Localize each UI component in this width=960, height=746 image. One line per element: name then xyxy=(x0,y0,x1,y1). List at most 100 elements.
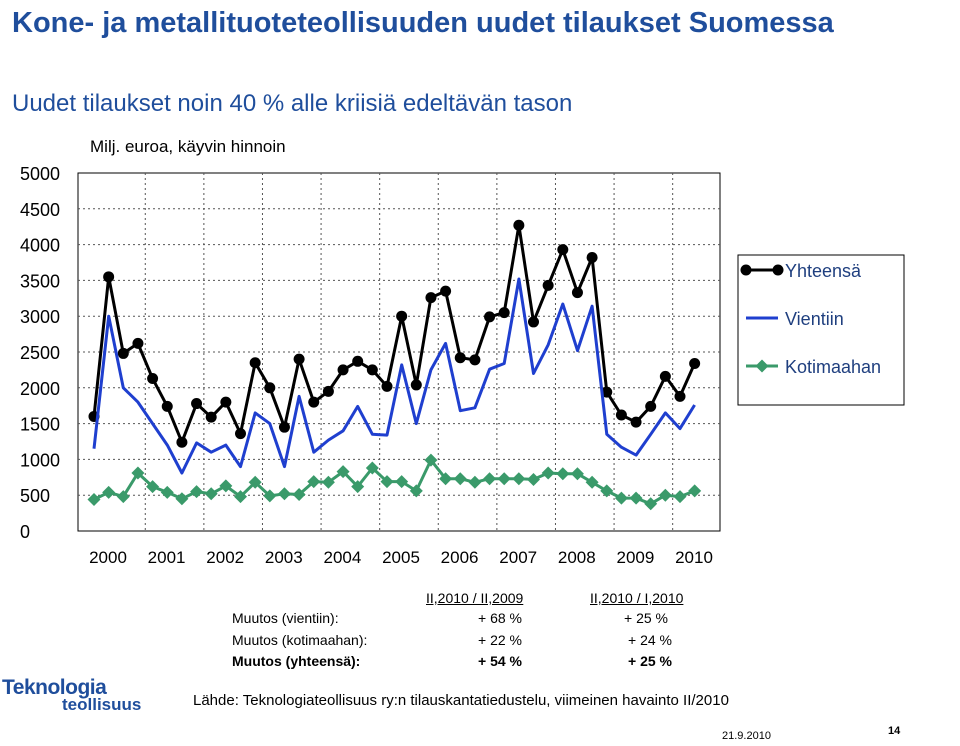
data-point-yhteens- xyxy=(293,353,305,365)
data-point-yhteens- xyxy=(396,310,408,322)
row-label: Muutos (yhteensä): xyxy=(232,653,361,669)
data-point-yhteens- xyxy=(235,428,246,440)
data-point-yhteens- xyxy=(440,285,452,297)
data-point-yhteens- xyxy=(454,352,466,364)
y-tick-label: 0 xyxy=(20,522,30,542)
data-point-kotimaahan xyxy=(307,475,321,489)
slide-date: 21.9.2010 xyxy=(722,730,771,742)
x-tick-label: 2009 xyxy=(616,548,654,567)
x-tick-label: 2002 xyxy=(206,548,244,567)
data-point-yhteens- xyxy=(132,337,144,349)
data-point-yhteens- xyxy=(117,347,129,359)
data-point-kotimaahan xyxy=(336,465,350,479)
row-value: + 22 % xyxy=(478,632,522,648)
data-point-yhteens- xyxy=(571,287,583,299)
line-chart: 0 500 1000 1500 2000 2500 3000 3500 4000 4500 5000… xyxy=(20,164,905,567)
data-point-kotimaahan xyxy=(395,475,409,489)
data-point-kotimaahan xyxy=(439,472,453,486)
data-point-yhteens- xyxy=(630,416,642,428)
data-point-yhteens- xyxy=(176,436,188,448)
series-line-yhteens- xyxy=(92,223,696,444)
data-point-kotimaahan xyxy=(351,480,365,494)
data-point-yhteens- xyxy=(352,355,364,367)
y-tick-label: 3000 xyxy=(20,307,60,327)
y-tick-label: 500 xyxy=(20,486,50,506)
row-value: + 25 % xyxy=(624,610,668,626)
y-tick-label: 4000 xyxy=(20,236,60,256)
data-point-kotimaahan xyxy=(409,484,423,498)
logo-line-1: Teknologia xyxy=(2,676,107,699)
data-point-yhteens- xyxy=(366,364,378,376)
data-point-kotimaahan xyxy=(585,475,599,489)
data-point-kotimaahan xyxy=(497,472,511,486)
data-point-kotimaahan xyxy=(468,475,482,489)
data-point-kotimaahan xyxy=(102,485,116,499)
legend-marker-kotimaahan xyxy=(755,359,769,373)
data-point-yhteens- xyxy=(469,354,481,366)
y-tick-label: 1500 xyxy=(20,415,60,435)
data-point-yhteens- xyxy=(542,279,554,291)
data-point-yhteens- xyxy=(161,400,173,412)
data-point-kotimaahan xyxy=(556,467,570,481)
data-point-yhteens- xyxy=(484,311,496,323)
data-point-kotimaahan xyxy=(629,491,643,505)
data-point-kotimaahan xyxy=(234,490,247,504)
data-point-kotimaahan xyxy=(219,479,233,493)
x-tick-label: 2001 xyxy=(148,548,186,567)
data-point-yhteens- xyxy=(659,370,671,382)
data-point-kotimaahan xyxy=(673,490,687,504)
data-point-kotimaahan xyxy=(277,487,291,501)
data-point-yhteens- xyxy=(308,396,320,408)
row-value: + 68 % xyxy=(478,610,522,626)
data-point-kotimaahan xyxy=(614,491,628,505)
x-tick-label: 2007 xyxy=(499,548,537,567)
data-point-yhteens- xyxy=(557,244,569,256)
row-value: + 24 % xyxy=(628,632,672,648)
data-point-yhteens- xyxy=(586,251,598,263)
data-point-yhteens- xyxy=(410,379,422,391)
data-point-kotimaahan xyxy=(541,466,555,480)
data-point-kotimaahan xyxy=(380,475,394,489)
x-tick-label: 2008 xyxy=(558,548,596,567)
data-point-yhteens- xyxy=(191,398,203,410)
data-point-yhteens- xyxy=(674,390,686,402)
data-point-kotimaahan xyxy=(175,492,189,506)
page-number: 14 xyxy=(888,725,901,737)
x-tick-label: 2004 xyxy=(323,548,361,567)
data-point-kotimaahan xyxy=(248,475,262,489)
data-point-kotimaahan xyxy=(321,475,335,489)
data-point-yhteens- xyxy=(689,357,701,369)
series-line-vientiin xyxy=(92,277,696,475)
legend-marker-yhteens- xyxy=(740,264,752,276)
data-point-kotimaahan xyxy=(116,490,130,504)
data-point-kotimaahan xyxy=(570,467,584,481)
data-point-yhteens- xyxy=(498,307,510,319)
data-point-kotimaahan xyxy=(644,497,658,511)
data-point-yhteens- xyxy=(381,380,393,392)
row-value: + 25 % xyxy=(628,653,672,669)
data-point-yhteens- xyxy=(278,421,290,433)
data-point-kotimaahan xyxy=(87,492,101,506)
data-point-kotimaahan xyxy=(527,472,540,486)
data-point-kotimaahan xyxy=(292,487,306,501)
x-tick-label: 2000 xyxy=(89,548,127,567)
data-point-yhteens- xyxy=(615,409,627,421)
logo-line-2: teollisuus xyxy=(62,695,142,714)
data-point-kotimaahan xyxy=(204,487,218,501)
col1-header: II,2010 / II,2009 xyxy=(426,590,524,606)
y-tick-label: 3500 xyxy=(20,271,60,291)
data-point-yhteens- xyxy=(337,364,349,376)
row-value: + 54 % xyxy=(478,653,522,669)
legend-box xyxy=(737,254,905,406)
data-point-kotimaahan xyxy=(658,488,672,502)
source-note: Lähde: Teknologiateollisuus ry:n tilausk… xyxy=(193,692,729,709)
y-tick-label: 2000 xyxy=(20,379,60,399)
data-point-yhteens- xyxy=(645,400,657,412)
data-point-kotimaahan xyxy=(160,485,174,499)
data-point-kotimaahan xyxy=(512,472,526,486)
legend-label-yhteens-: Yhteensä xyxy=(785,261,862,281)
data-point-kotimaahan xyxy=(688,484,702,498)
data-point-kotimaahan xyxy=(424,453,438,467)
unit-label: Milj. euroa, käyvin hinnoin xyxy=(90,137,286,156)
data-point-kotimaahan xyxy=(600,484,614,498)
